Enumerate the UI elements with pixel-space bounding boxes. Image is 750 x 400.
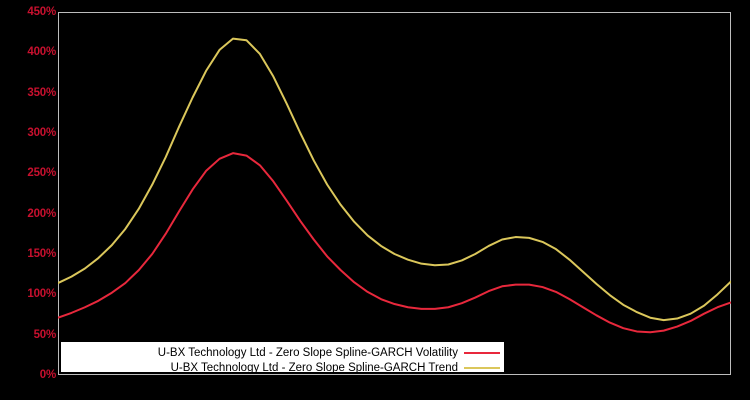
y-tick-label: 350% xyxy=(27,86,56,99)
y-tick-label: 200% xyxy=(27,207,56,220)
series-line-volatility xyxy=(58,153,731,332)
legend-swatch-volatility xyxy=(464,351,500,354)
y-tick-label: 0% xyxy=(39,369,56,381)
legend-item-volatility[interactable]: U-BX Technology Ltd - Zero Slope Spline-… xyxy=(61,342,504,360)
legend-item-trend[interactable]: U-BX Technology Ltd - Zero Slope Spline-… xyxy=(61,360,504,375)
legend-swatch-trend xyxy=(464,366,500,369)
y-tick-label: 300% xyxy=(27,127,56,139)
y-tick-label: 450% xyxy=(27,6,56,18)
series-line-trend xyxy=(58,39,731,321)
y-tick-label: 150% xyxy=(27,248,56,260)
y-tick-label: 50% xyxy=(33,328,57,341)
plot-series-canvas xyxy=(58,12,731,375)
y-tick-label: 250% xyxy=(27,167,56,180)
y-tick-label: 400% xyxy=(27,46,56,59)
legend-label-volatility: U-BX Technology Ltd - Zero Slope Spline-… xyxy=(157,346,458,359)
legend-label-trend: U-BX Technology Ltd - Zero Slope Spline-… xyxy=(170,361,458,374)
chart-legend: U-BX Technology Ltd - Zero Slope Spline-… xyxy=(60,341,505,375)
y-axis-tick-labels: 450% 400% 350% 300% 250% 200% 150% 100% 50% 0% xyxy=(0,0,56,400)
plot-area-frame xyxy=(58,12,731,375)
y-tick-label: 100% xyxy=(27,288,56,301)
